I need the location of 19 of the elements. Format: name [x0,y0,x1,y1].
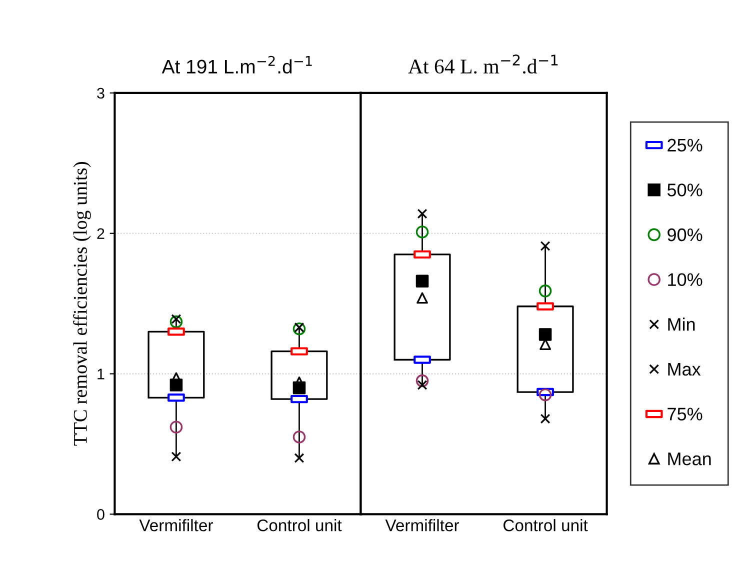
x-tick-label: Vermifilter [139,519,213,532]
legend-label: Min [668,318,695,331]
legend-label: 90% [668,228,702,242]
legend-label: 25% [668,138,702,152]
y-axis-title: TTC removal efficiencies (log units) [73,162,91,446]
legend-label: 10% [668,273,702,286]
chart-title: At 191 L.m$^{−2}$.d$^{−1}$ [162,56,312,74]
x-tick-label: Control unit [257,519,342,532]
legend-label: 75% [668,408,702,420]
x-tick-label: Control unit [504,519,588,532]
x-tick-label: Vermifilter [385,519,460,532]
legend-label: 50% [667,184,702,196]
legend-label: Mean [668,452,711,466]
y-tick-label: 2 [97,228,104,239]
y-tick-label: 1 [98,368,104,380]
y-tick-label: 3 [97,88,104,99]
chart-title: At 64 L. m$^{−2}$.d$^{−1}$ [408,54,558,74]
y-tick-label: 0 [97,509,104,520]
legend-label: Max [668,363,701,376]
